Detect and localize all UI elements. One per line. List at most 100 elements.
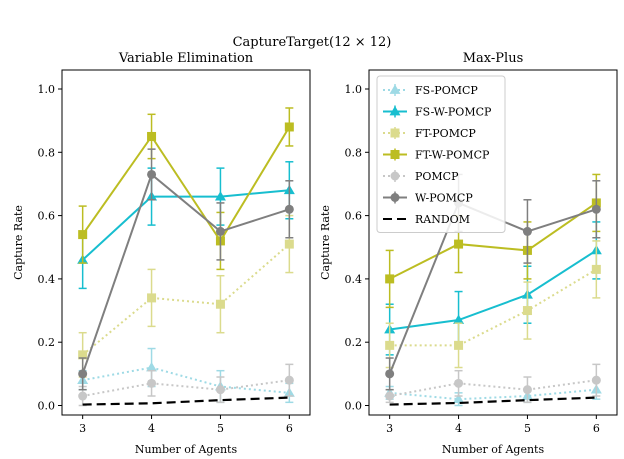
- legend-label: POMCP: [415, 170, 459, 183]
- figure-title: CaptureTarget(12 × 12): [233, 35, 392, 50]
- series-fs-w-pomcp: [77, 161, 295, 290]
- data-point: [522, 306, 532, 316]
- y-tick-label: 0.0: [38, 400, 56, 413]
- series-line: [81, 126, 291, 243]
- series-random: [389, 396, 597, 406]
- series-line: [389, 379, 597, 397]
- x-tick-label: 4: [148, 422, 155, 435]
- y-tick-label: 0.6: [38, 210, 56, 223]
- series-line: [81, 172, 290, 375]
- data-point: [147, 378, 157, 388]
- legend-entry-fs-pomcp: FS-POMCP: [383, 84, 478, 97]
- data-point: [591, 204, 601, 214]
- chart-panel-variable-elimination: Variable Elimination 0.0 0.2 0.4 0.6 0.8 1.0 3 4…: [12, 51, 311, 456]
- panel-title: Variable Elimination: [118, 51, 254, 66]
- data-point: [453, 393, 465, 404]
- y-axis-label: Capture Rate: [12, 205, 25, 280]
- data-point: [522, 385, 532, 395]
- data-point: [215, 299, 225, 309]
- series-line: [82, 366, 290, 394]
- legend-entry-ft-w-pomcp: FT-W-POMCP: [383, 148, 490, 162]
- data-point: [78, 350, 88, 360]
- data-point: [385, 369, 395, 379]
- y-tick-label: 1.0: [38, 83, 56, 96]
- data-point: [389, 106, 401, 116]
- y-tick-label: 0.8: [38, 146, 56, 159]
- x-tick-label: 5: [524, 422, 531, 435]
- legend-entry-ft-pomcp: FT-POMCP: [383, 127, 476, 140]
- legend-label: RANDOM: [415, 213, 470, 226]
- legend-label: W-POMCP: [415, 192, 473, 205]
- series-line: [82, 396, 290, 406]
- data-point: [78, 391, 88, 401]
- legend-entry-w-pomcp: W-POMCP: [383, 191, 473, 205]
- y-axis-label: Capture Rate: [319, 205, 332, 280]
- data-point: [385, 340, 395, 350]
- series-line: [389, 249, 597, 331]
- data-point: [215, 385, 225, 395]
- data-point: [454, 239, 464, 249]
- x-axis-label: Number of Agents: [442, 443, 545, 456]
- plot-frame: [368, 69, 618, 416]
- plot-frame: [61, 69, 311, 416]
- x-tick-label: 4: [455, 422, 462, 435]
- legend-label: FT-POMCP: [415, 127, 476, 140]
- series-ft-pomcp: [78, 214, 294, 378]
- y-tick-label: 0.2: [38, 336, 56, 349]
- legend-entry-pomcp: POMCP: [383, 170, 459, 183]
- series-pomcp: [78, 363, 294, 407]
- data-point: [390, 193, 400, 202]
- series-line: [389, 396, 597, 406]
- data-point: [214, 191, 226, 201]
- y-tick-label: 0.4: [345, 273, 363, 286]
- series-pomcp: [385, 363, 601, 404]
- data-point: [591, 264, 601, 274]
- x-tick-label: 3: [79, 422, 86, 435]
- data-point: [78, 230, 88, 240]
- x-tick-label: 6: [286, 422, 293, 435]
- y-tick-label: 0.6: [345, 210, 363, 223]
- y-tick-label: 0.4: [38, 273, 56, 286]
- series-line: [81, 189, 290, 261]
- chart-panel-max-plus: Max-Plus 0.0 0.2 0.4 0.6 0.8 1.0 3 4 5 6 Number of …: [319, 51, 618, 456]
- series-fs-pomcp: [77, 347, 295, 404]
- data-point: [389, 84, 401, 94]
- data-point: [146, 362, 158, 372]
- y-tick-label: 0.0: [345, 400, 363, 413]
- data-point: [284, 239, 294, 249]
- series-ft-pomcp: [385, 240, 601, 369]
- data-point: [78, 369, 88, 379]
- panel-title: Max-Plus: [463, 51, 524, 66]
- y-tick-label: 1.0: [345, 83, 363, 96]
- x-tick-label: 3: [386, 422, 393, 435]
- data-point: [591, 375, 601, 385]
- series-w-pomcp: [78, 148, 294, 391]
- legend-entry-fs-w-pomcp: FS-W-POMCP: [383, 105, 492, 119]
- legend-label: FS-W-POMCP: [415, 106, 492, 119]
- legend-label: FS-POMCP: [415, 84, 478, 97]
- data-point: [454, 340, 464, 350]
- data-point: [284, 204, 294, 214]
- series-line: [82, 243, 290, 356]
- data-point: [454, 378, 464, 388]
- data-point: [390, 171, 400, 181]
- legend-label: FT-W-POMCP: [415, 149, 490, 162]
- series-ft-w-pomcp: [78, 107, 294, 271]
- data-point: [147, 293, 157, 303]
- data-point: [385, 274, 395, 284]
- data-point: [215, 226, 225, 236]
- y-tick-label: 0.8: [345, 146, 363, 159]
- x-axis-label: Number of Agents: [135, 443, 238, 456]
- series-fs-w-pomcp: [384, 221, 602, 356]
- legend: FS-POMCP FS-W-POMCP FT-POMCP FT-W-POMCP POMC…: [376, 75, 506, 233]
- data-point: [147, 169, 157, 179]
- data-point: [453, 314, 465, 324]
- data-point: [147, 131, 157, 141]
- y-tick-label: 0.2: [345, 336, 363, 349]
- data-point: [390, 150, 400, 159]
- legend-box: [376, 75, 506, 233]
- series-line: [389, 202, 597, 280]
- series-random: [82, 396, 290, 406]
- x-tick-label: 5: [217, 422, 224, 435]
